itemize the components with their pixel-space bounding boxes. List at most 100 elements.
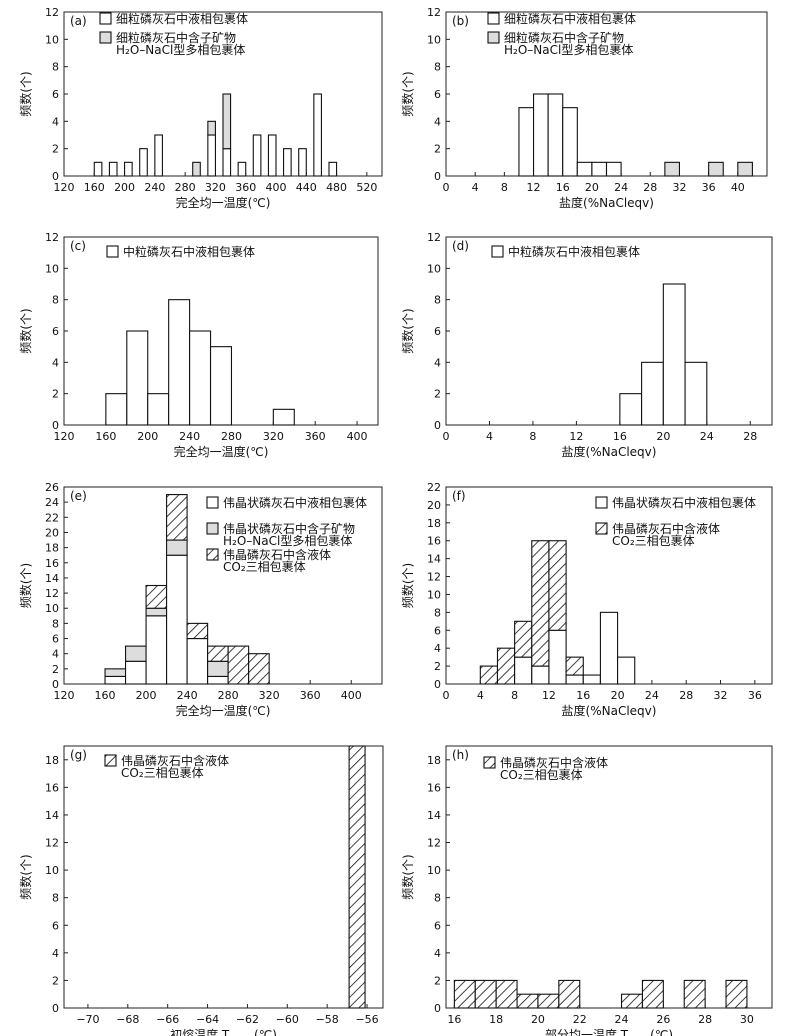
y-tick-label: 10 xyxy=(427,262,441,275)
x-tick-label: 18 xyxy=(489,1013,503,1026)
histogram-bar xyxy=(619,393,643,426)
y-tick-label: 0 xyxy=(434,1002,441,1015)
x-tick-label: 480 xyxy=(326,181,347,194)
histogram-bar xyxy=(591,161,608,177)
histogram-bar xyxy=(518,107,535,177)
legend-swatch xyxy=(106,245,119,258)
y-tick-label: 8 xyxy=(434,606,441,619)
histogram-bar xyxy=(252,134,262,177)
legend-swatch xyxy=(595,522,608,535)
histogram-bar xyxy=(237,161,247,177)
x-tick-label: 22 xyxy=(573,1013,587,1026)
panel-label: (e) xyxy=(70,489,87,503)
histogram-bar xyxy=(104,668,127,677)
legend-text-line2: CO₂三相包裹体 xyxy=(223,559,306,574)
x-tick-label: 16 xyxy=(613,430,627,443)
histogram-bar xyxy=(154,134,163,177)
histogram-bar xyxy=(207,134,216,177)
y-tick-label: 14 xyxy=(45,809,59,822)
y-tick-label: 18 xyxy=(45,754,59,767)
x-tick-label: 28 xyxy=(679,689,693,702)
panel-label: (h) xyxy=(452,748,469,762)
legend-swatch xyxy=(483,756,496,769)
y-tick-label: 2 xyxy=(434,974,441,987)
x-tick-label: 120 xyxy=(54,689,75,702)
x-tick-label: 4 xyxy=(472,181,479,194)
x-axis-label: 初熔温度 TmCO2(℃) xyxy=(170,1027,277,1036)
histogram-bar xyxy=(207,660,229,677)
legend-text-line2: H₂O–NaCl型多相包裹体 xyxy=(504,42,633,57)
histogram-bar xyxy=(222,93,232,150)
histogram-bar xyxy=(328,161,338,177)
y-tick-label: 12 xyxy=(45,837,59,850)
x-tick-label: 160 xyxy=(95,430,116,443)
y-tick-label: 8 xyxy=(52,61,59,74)
histogram-bar xyxy=(267,134,277,177)
x-tick-label: 120 xyxy=(54,430,75,443)
histogram-bar xyxy=(565,656,584,676)
y-tick-label: 10 xyxy=(45,262,59,275)
panel-label: (g) xyxy=(70,748,87,762)
x-tick-label: 16 xyxy=(576,689,590,702)
y-tick-label: 6 xyxy=(52,633,59,646)
histogram-bar xyxy=(207,645,229,662)
legend-text: 伟晶状磷灰石中液相包裹体 xyxy=(612,495,756,510)
x-tick-label: 20 xyxy=(656,430,670,443)
x-tick-label: 280 xyxy=(175,181,196,194)
legend-text: 中粒磷灰石中液相包裹体 xyxy=(123,244,255,259)
y-tick-label: 4 xyxy=(434,115,441,128)
y-tick-label: 8 xyxy=(434,294,441,307)
histogram-bar xyxy=(166,539,188,556)
y-tick-label: 10 xyxy=(427,33,441,46)
legend-text-line1: 伟晶状磷灰石中含子矿物 xyxy=(223,521,355,536)
histogram-bar xyxy=(209,346,233,426)
legend-text-line2: CO₂三相包裹体 xyxy=(500,767,583,782)
legend-text-line1: 伟晶磷灰石中含液体 xyxy=(612,521,720,536)
x-axis-label: 盐度(%NaCleqv) xyxy=(562,444,657,459)
x-tick-label: 8 xyxy=(501,181,508,194)
panel-a: 0 2 4 6 8 10 12 120 160 200 240 280 320 360 400 440 480 5… xyxy=(18,6,383,210)
y-tick-label: 8 xyxy=(434,61,441,74)
x-tick-label: 12 xyxy=(569,430,583,443)
histogram-bar xyxy=(558,979,581,1009)
x-tick-label: 36 xyxy=(702,181,716,194)
y-tick-label: 14 xyxy=(427,809,441,822)
histogram-bar xyxy=(147,393,170,426)
histogram-bar xyxy=(145,615,168,685)
y-tick-label: 20 xyxy=(45,526,59,539)
legend-text-line1: 细粒磷灰石中含子矿物 xyxy=(116,30,236,45)
histogram-bar xyxy=(495,979,518,1009)
legend-swatch xyxy=(487,31,500,44)
y-tick-label: 6 xyxy=(52,919,59,932)
histogram-bar xyxy=(168,299,191,426)
histogram-bar xyxy=(474,979,497,1009)
x-tick-label: 200 xyxy=(136,689,157,702)
y-tick-label: 20 xyxy=(427,499,441,512)
x-tick-label: 20 xyxy=(611,689,625,702)
histogram-bar xyxy=(516,993,539,1009)
histogram-bar xyxy=(124,660,147,685)
x-tick-label: 26 xyxy=(656,1013,670,1026)
y-tick-label: 16 xyxy=(427,535,441,548)
legend-text-line1: 细粒磷灰石中含子矿物 xyxy=(504,30,624,45)
histogram-bar xyxy=(617,656,636,685)
y-tick-label: 10 xyxy=(427,864,441,877)
x-axis-label: 完全均一温度(℃) xyxy=(176,195,271,210)
legend-text-line2: CO₂三相包裹体 xyxy=(121,765,204,780)
histogram-bar xyxy=(166,494,188,541)
legend-swatch xyxy=(104,754,117,767)
x-tick-label: 240 xyxy=(177,689,198,702)
x-tick-label: 160 xyxy=(84,181,105,194)
x-tick-label: 160 xyxy=(95,689,116,702)
x-tick-label: 360 xyxy=(305,430,326,443)
y-axis-label: 频数(个) xyxy=(18,308,33,353)
y-axis-label: 频数(个) xyxy=(400,308,415,353)
histogram-bar xyxy=(531,540,550,667)
x-tick-label: 400 xyxy=(266,181,287,194)
y-tick-label: 18 xyxy=(427,517,441,530)
histogram-bar xyxy=(298,148,307,177)
y-tick-label: 4 xyxy=(52,648,59,661)
y-tick-label: 18 xyxy=(427,754,441,767)
histogram-bar xyxy=(186,637,209,685)
y-tick-label: 8 xyxy=(434,892,441,905)
